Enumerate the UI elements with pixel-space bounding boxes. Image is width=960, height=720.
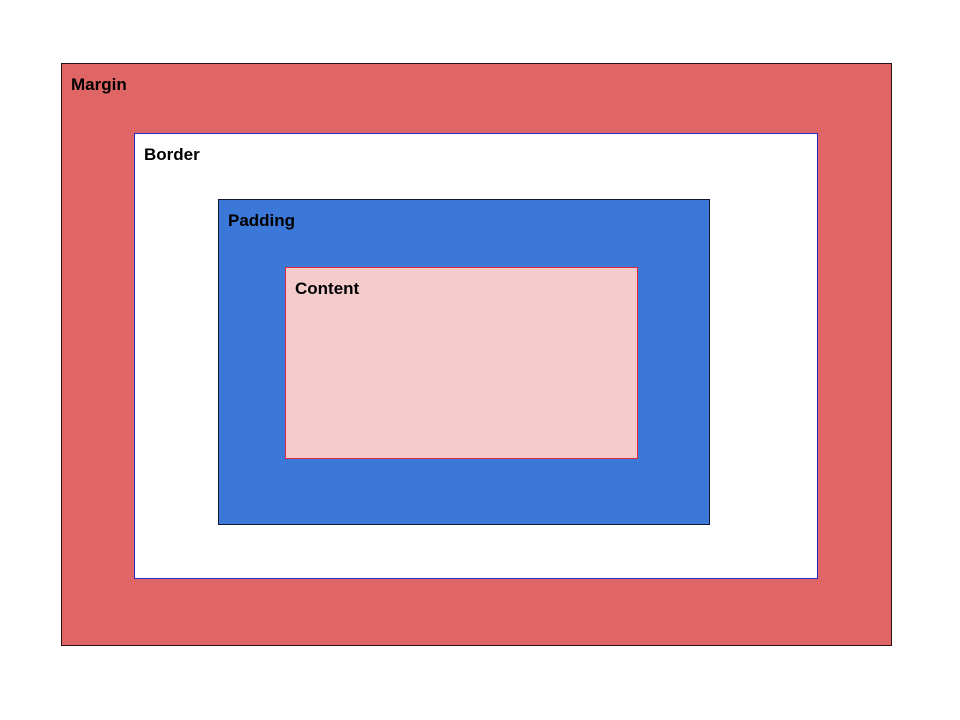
content-layer: Content — [285, 267, 638, 459]
margin-label: Margin — [71, 75, 127, 94]
padding-label: Padding — [228, 211, 296, 230]
content-label: Content — [295, 279, 360, 298]
border-label: Border — [144, 145, 200, 164]
